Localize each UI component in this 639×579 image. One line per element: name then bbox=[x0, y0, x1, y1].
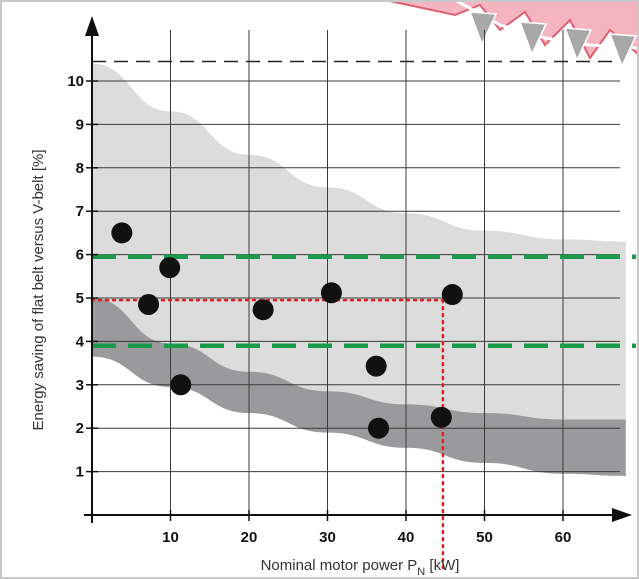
data-point bbox=[365, 355, 387, 377]
x-axis-arrow-icon bbox=[612, 508, 632, 522]
y-tick-label: 3 bbox=[76, 377, 84, 394]
y-axis-arrow-icon bbox=[85, 16, 99, 36]
data-point bbox=[170, 374, 192, 396]
pennant-flag bbox=[468, 11, 498, 46]
pennant-flag bbox=[563, 27, 593, 62]
pennant-flag bbox=[608, 33, 638, 68]
y-axis-label: Energy saving of flat belt versus V-belt… bbox=[30, 150, 47, 431]
x-tick-label: 20 bbox=[241, 529, 258, 546]
data-point bbox=[430, 406, 452, 428]
x-axis-label-unit: [kW] bbox=[425, 557, 459, 574]
y-tick-label: 4 bbox=[76, 333, 85, 350]
data-point bbox=[159, 257, 181, 279]
y-tick-label: 9 bbox=[76, 116, 84, 133]
x-tick-label: 10 bbox=[162, 529, 179, 546]
y-ticks: 1 2 3 4 5 6 7 8 9 10 bbox=[67, 73, 98, 481]
y-tick-label: 1 bbox=[76, 464, 84, 481]
dark-band bbox=[92, 298, 626, 476]
decorative-banner-icon bbox=[384, 0, 639, 68]
x-axis-label: Nominal motor power PN [kW] bbox=[261, 557, 460, 578]
y-tick-label: 8 bbox=[76, 160, 84, 177]
y-tick-label: 5 bbox=[76, 290, 84, 307]
axes bbox=[84, 16, 632, 523]
y-tick-label: 2 bbox=[76, 420, 84, 437]
y-tick-label: 7 bbox=[76, 203, 84, 220]
data-point bbox=[320, 282, 342, 304]
x-ticks: 10 20 30 40 50 60 bbox=[162, 510, 571, 546]
data-point bbox=[368, 417, 390, 439]
y-tick-label: 10 bbox=[67, 73, 84, 90]
x-tick-label: 40 bbox=[398, 529, 415, 546]
x-tick-label: 50 bbox=[476, 529, 493, 546]
x-axis-label-subscript: N bbox=[417, 566, 425, 578]
data-point bbox=[111, 222, 133, 244]
x-tick-label: 60 bbox=[555, 529, 572, 546]
data-point bbox=[441, 284, 463, 306]
bands bbox=[92, 63, 626, 476]
pennant-shape bbox=[384, 0, 639, 60]
data-points bbox=[111, 222, 463, 439]
y-tick-label: 6 bbox=[76, 247, 84, 264]
pennant-flag bbox=[518, 21, 548, 56]
x-tick-label: 30 bbox=[319, 529, 336, 546]
data-point bbox=[252, 299, 274, 321]
data-point bbox=[138, 294, 160, 316]
